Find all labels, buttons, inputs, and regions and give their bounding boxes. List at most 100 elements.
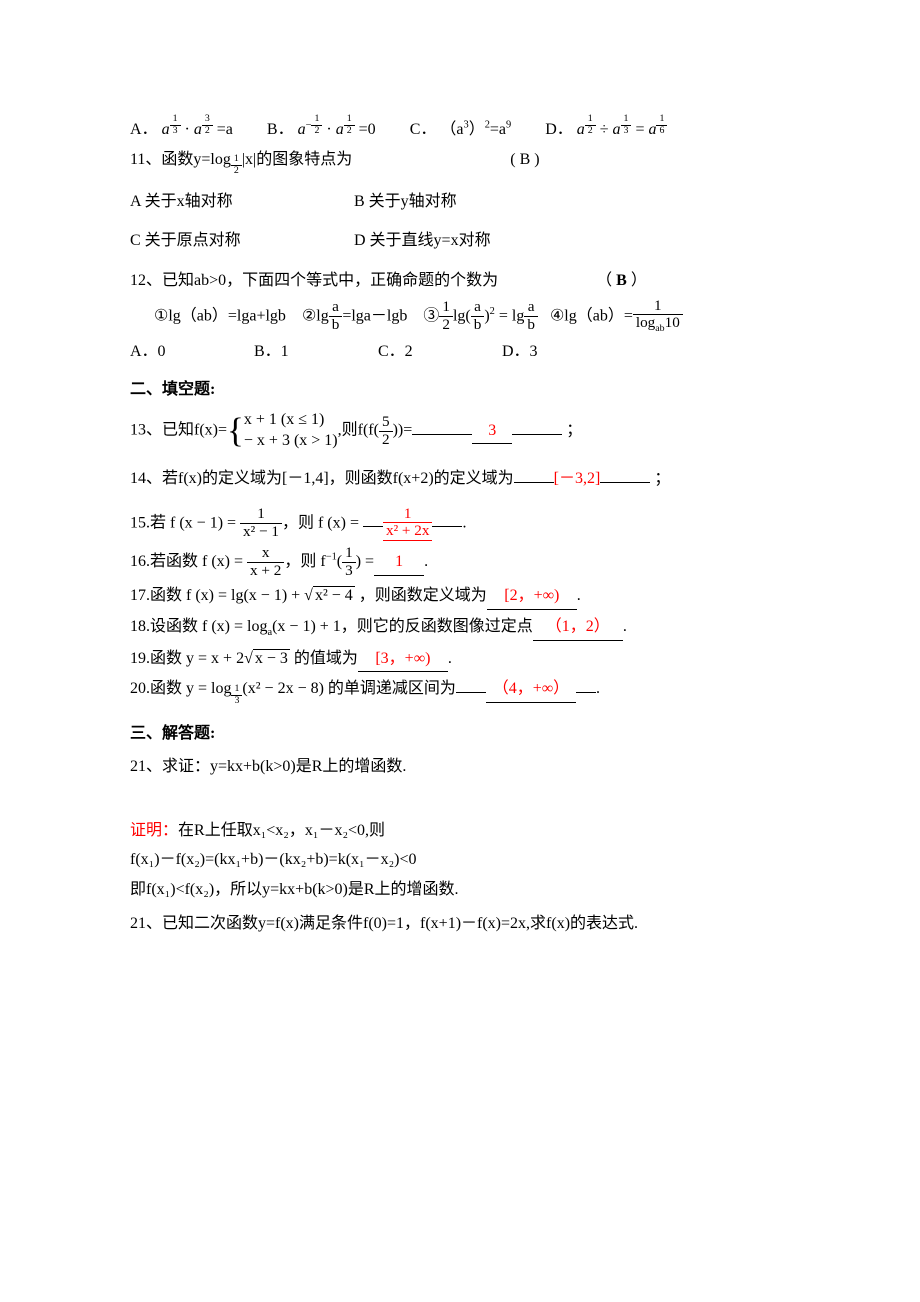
q12-o2d: b: [329, 317, 343, 334]
q20-mid: 的单调递减区间为: [324, 680, 456, 697]
q18-fp: (x − 1) + 1: [272, 618, 341, 635]
q12-o4d: logab10: [633, 315, 683, 335]
q12-o4dt: 10: [665, 314, 680, 331]
q13-an: 5: [379, 414, 393, 432]
q10-optB-label: B．: [267, 121, 294, 138]
q20-pre: 20.函数: [130, 680, 186, 697]
q18-pre: 18.设函数: [130, 618, 202, 635]
q12-o4ds: ab: [655, 323, 664, 334]
q12-o4n: 1: [633, 298, 683, 316]
q15-fn: 1: [240, 506, 282, 524]
q15-br: [432, 526, 462, 527]
q18-fx: f (x) = log: [202, 618, 267, 635]
q19-y: y = x + 2: [186, 650, 244, 667]
q13: 13、已知f(x)={x + 1 (x ≤ 1)− x + 3 (x > 1),…: [130, 410, 790, 452]
q13-blank-r: [512, 434, 562, 435]
q21a-stem: 21、求证：y=kx+b(k>0)是R上的增函数.: [130, 754, 790, 780]
q10c-t1: （a: [440, 121, 463, 138]
q19: 19.函数 y = x + 2√x − 3 的值域为[3，+∞).: [130, 646, 790, 673]
brace-icon: {: [227, 415, 244, 447]
q11-pr: ): [530, 151, 539, 168]
q10-options: A． a13 · a32 =a B． a−12 · a12 =0 C． （a3）…: [130, 114, 790, 143]
q13-cases: x + 1 (x ≤ 1)− x + 3 (x > 1): [244, 410, 338, 452]
sqrt-icon: √: [244, 650, 253, 667]
q10b-e2d: 2: [344, 126, 355, 137]
q12-o2p: ②lg: [302, 307, 329, 324]
q11-stem: 11、函数y=log12|x|的图象特点为 ( B ): [130, 147, 790, 177]
q16-mid: ，则: [284, 553, 320, 570]
q19-sq: x − 3: [253, 649, 290, 667]
q10-optC-label: C．: [410, 121, 437, 138]
q12-o1: ①lg（ab）=lga+lgb: [154, 307, 286, 324]
q12-o3hn: 1: [439, 299, 453, 317]
q10-optD-label: D．: [545, 121, 573, 138]
q12-o4p: ④lg（ab）=: [550, 307, 633, 324]
q11-options-row1: A 关于x轴对称 B 关于y轴对称: [130, 189, 790, 215]
q15-fd: x² − 1: [240, 524, 282, 541]
q12-o3rn: a: [524, 299, 538, 317]
q10d-e3d: 6: [656, 126, 667, 137]
q10b-op: ·: [326, 121, 331, 138]
q19-mid: 的值域为: [290, 650, 358, 667]
q14-br: [600, 482, 650, 483]
q10a-op: ·: [185, 121, 190, 138]
q13-tail: ；: [566, 422, 582, 439]
q20-bn: 1: [231, 684, 242, 696]
q15-fx: f (x − 1) =: [170, 514, 240, 531]
q15-ad: x² + 2x: [383, 523, 433, 540]
q16-answer: 1: [374, 549, 424, 576]
q14: 14、若f(x)的定义域为[－1,4]，则函数f(x+2)的定义域为[－3,2]…: [130, 466, 790, 492]
q16: 16.若函数 f (x) = xx + 2，则 f−1(13) =1.: [130, 545, 790, 579]
q10-optD: D． a12 ÷ a13 = a16: [545, 114, 667, 143]
q17-fx: f (x) = lg(x − 1) +: [186, 587, 304, 604]
q10d-e2d: 3: [621, 126, 632, 137]
q18-tail: .: [623, 618, 627, 635]
q13-mid: ,则f(f(: [338, 422, 379, 439]
q10c-e3: 9: [506, 120, 511, 131]
q11-optD: D 关于直线y=x对称: [354, 232, 491, 249]
q17-answer: [2，+∞): [487, 583, 577, 610]
q17-mid: ，则函数定义域为: [355, 587, 487, 604]
q16-fn: x: [247, 545, 284, 563]
q12-o2t: =lga－lgb: [342, 307, 407, 324]
q11-answer: B: [520, 151, 531, 168]
q20-br: [576, 692, 596, 693]
sqrt-icon: √: [304, 587, 313, 604]
q10b-e1d: 2: [311, 126, 322, 137]
q18-answer: （1，2）: [533, 614, 623, 641]
q10d-e1d: 2: [585, 126, 596, 137]
q12-stem: 12、已知ab>0，下面四个等式中，正确命题的个数为 （ B ）: [130, 268, 790, 294]
q20-bd: 3: [231, 696, 242, 707]
q20-answer: （4，+∞）: [486, 676, 576, 703]
q13-answer: 3: [472, 418, 512, 445]
q21a-proof-label: 证明：: [130, 822, 178, 839]
q12-choices: A．0 B．1 C．2 D．3: [130, 339, 790, 365]
q12-o3p: ③: [423, 307, 439, 324]
q10d-op: ÷: [600, 121, 609, 138]
q13-post: ))=: [393, 422, 413, 439]
q12-o3an: a: [471, 299, 485, 317]
q16-ad: 3: [342, 563, 356, 580]
q15-bl: [363, 526, 383, 527]
q16-tail: .: [424, 553, 428, 570]
q11-optA: A 关于x轴对称: [130, 189, 350, 215]
q16-finvs: −1: [326, 552, 337, 563]
q12-answer: B: [616, 272, 627, 289]
q13-c2: − x + 3 (x > 1): [244, 431, 338, 452]
q17: 17.函数 f (x) = lg(x − 1) + √x² − 4 ，则函数定义…: [130, 583, 790, 610]
q21a-p2: f(x₁)－f(x₂)=(kx₁+b)－(kx₂+b)=k(x₁－x₂)<0: [130, 847, 790, 873]
q11-optB: B 关于y轴对称: [354, 193, 457, 210]
q19-answer: [3，+∞): [358, 646, 448, 673]
q10-optB: B． a−12 · a12 =0: [267, 114, 376, 143]
q18: 18.设函数 f (x) = loga(x − 1) + 1，则它的反函数图像过…: [130, 614, 790, 642]
q10a-e2d: 2: [202, 126, 213, 137]
q16-ar: ) =: [356, 553, 374, 570]
q13-pre: 13、已知f(x)=: [130, 422, 227, 439]
q10b-eq: =0: [359, 121, 376, 138]
q10a-eq: =a: [217, 121, 233, 138]
q12-subexprs: ①lg（ab）=lga+lgb ②lgab=lga－lgb ③12lg(ab)2…: [130, 298, 790, 336]
q16-pre: 16.若函数: [130, 553, 202, 570]
q12-cD: D．3: [502, 343, 538, 360]
q11-options-row2: C 关于原点对称 D 关于直线y=x对称: [130, 228, 790, 254]
q15-mid: ，则 f (x) =: [282, 514, 359, 531]
